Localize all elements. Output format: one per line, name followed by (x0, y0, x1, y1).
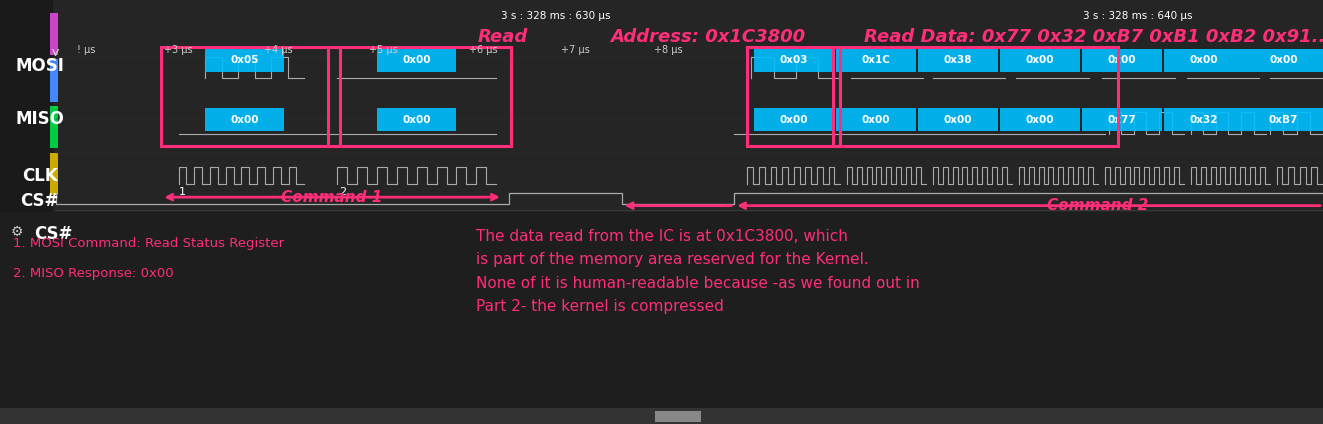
Text: 0x00: 0x00 (1025, 55, 1054, 65)
Bar (50, 13, 58, 55)
Bar (747, 47, 840, 146)
Text: 0x05: 0x05 (230, 55, 259, 65)
Bar (1244, 49, 1323, 72)
Text: 0x00: 0x00 (1107, 55, 1136, 65)
Text: CS#: CS# (33, 225, 73, 243)
Bar (836, 108, 916, 131)
Bar (50, 153, 58, 195)
Text: Command 2: Command 2 (1048, 198, 1148, 213)
Text: Read: Read (478, 28, 528, 45)
Bar (205, 108, 284, 131)
Bar (754, 108, 833, 131)
Bar (754, 49, 833, 72)
Text: +8 μs: +8 μs (654, 45, 683, 55)
Text: The data read from the IC is at 0x1C3800, which
is part of the memory area reser: The data read from the IC is at 0x1C3800… (476, 229, 919, 314)
Bar (836, 49, 916, 72)
Text: 3 s : 328 ms : 640 μs: 3 s : 328 ms : 640 μs (1084, 11, 1192, 21)
Text: Address: 0x1C3800: Address: 0x1C3800 (610, 28, 806, 45)
Text: Command 1: Command 1 (282, 190, 382, 205)
Text: 2: 2 (339, 187, 345, 198)
Text: 0x00: 0x00 (1269, 55, 1298, 65)
Bar (50, 106, 58, 148)
Text: CLK: CLK (21, 167, 58, 185)
Text: 0x77: 0x77 (1107, 114, 1136, 125)
Text: +4 μs: +4 μs (263, 45, 292, 55)
Text: +3 μs: +3 μs (164, 45, 193, 55)
Text: 1: 1 (179, 187, 185, 198)
Bar (377, 108, 456, 131)
Text: ⚙: ⚙ (11, 225, 22, 239)
Text: 0xB7: 0xB7 (1269, 114, 1298, 125)
Text: 0x00: 0x00 (402, 55, 431, 65)
Bar (50, 59, 58, 102)
Text: 0x1C: 0x1C (861, 55, 890, 65)
Bar (205, 49, 284, 72)
Text: MISO: MISO (16, 110, 64, 128)
Text: 0x00: 0x00 (230, 114, 259, 125)
Bar (918, 108, 998, 131)
Bar (0, 0, 53, 212)
Text: 0x38: 0x38 (943, 55, 972, 65)
Bar (0, 408, 1323, 424)
Bar (655, 411, 701, 422)
Text: 0x00: 0x00 (402, 114, 431, 125)
Text: 2. MISO Response: 0x00: 2. MISO Response: 0x00 (13, 267, 173, 280)
Bar (1000, 108, 1080, 131)
Bar (918, 49, 998, 72)
Text: +6 μs: +6 μs (468, 45, 497, 55)
Bar (161, 47, 340, 146)
Bar (1082, 108, 1162, 131)
Text: 3 s : 328 ms : 630 μs: 3 s : 328 ms : 630 μs (501, 11, 610, 21)
Text: 0x00: 0x00 (1025, 114, 1054, 125)
Text: 0x32: 0x32 (1189, 114, 1218, 125)
Bar (1244, 108, 1323, 131)
Text: 0x00: 0x00 (943, 114, 972, 125)
Bar (377, 49, 456, 72)
Text: ! μs: ! μs (77, 45, 95, 55)
Bar (1000, 49, 1080, 72)
Bar (833, 47, 1118, 146)
Text: 0x00: 0x00 (779, 114, 808, 125)
Bar (1164, 49, 1244, 72)
Bar (1082, 49, 1162, 72)
Text: 0x00: 0x00 (861, 114, 890, 125)
Bar (1164, 108, 1244, 131)
Text: 0x03: 0x03 (779, 55, 808, 65)
Text: 1. MOSI Command: Read Status Register: 1. MOSI Command: Read Status Register (13, 237, 284, 251)
Text: +5 μs: +5 μs (369, 45, 398, 55)
Bar (328, 47, 511, 146)
Text: +7 μs: +7 μs (561, 45, 590, 55)
Bar (0, 212, 1323, 424)
Bar (53, 0, 1323, 212)
Text: MOSI: MOSI (16, 57, 64, 75)
Text: CS#: CS# (20, 192, 60, 210)
Text: 0x00: 0x00 (1189, 55, 1218, 65)
Text: Read Data: 0x77 0x32 0xB7 0xB1 0xB2 0x91...: Read Data: 0x77 0x32 0xB7 0xB1 0xB2 0x91… (864, 28, 1323, 45)
